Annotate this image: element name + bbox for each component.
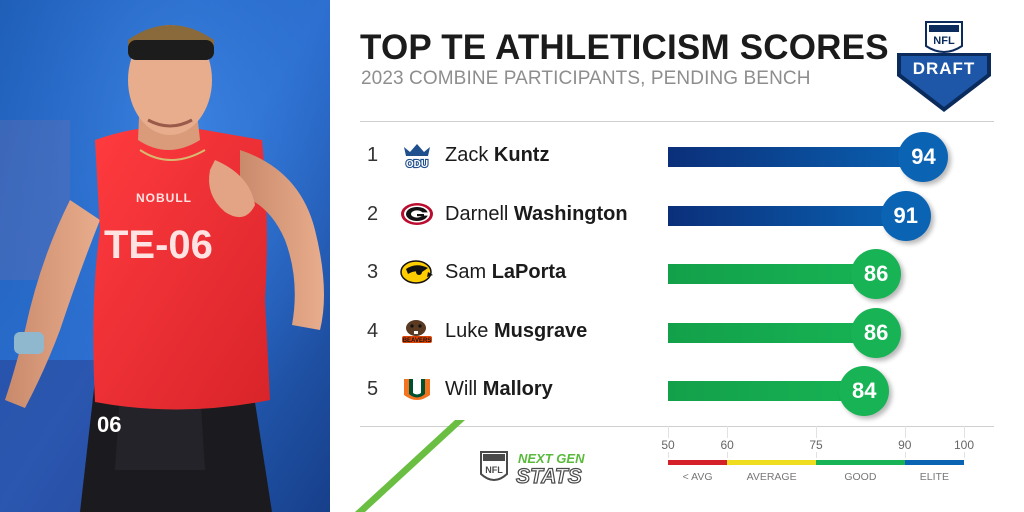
score-bar bbox=[668, 264, 882, 284]
score-row: 1 ODU Zack Kuntz 94 bbox=[360, 130, 994, 182]
player-last-name: Mallory bbox=[482, 378, 553, 400]
score-row: 2 Darnell Washington 91 bbox=[360, 189, 994, 241]
player-name: Darnell Washington bbox=[445, 203, 628, 226]
photo-illustration: NOBULL TE-06 06 bbox=[0, 0, 330, 512]
chart-title: TOP TE ATHLETICISM SCORES bbox=[360, 28, 889, 67]
player-photo: NOBULL TE-06 06 bbox=[0, 0, 330, 512]
player-name: Sam LaPorta bbox=[445, 261, 566, 284]
draft-logo-text: DRAFT bbox=[913, 59, 976, 78]
scale-band-label: < AVG bbox=[682, 471, 713, 483]
accent-stripe bbox=[355, 420, 465, 512]
score-bar bbox=[668, 381, 870, 401]
score-value-label: 94 bbox=[898, 132, 949, 182]
rank-number: 3 bbox=[367, 261, 379, 283]
player-name: Zack Kuntz bbox=[445, 144, 549, 167]
player-last-name: Kuntz bbox=[493, 144, 550, 166]
footer-divider bbox=[360, 426, 994, 427]
rank-number: 5 bbox=[367, 378, 379, 400]
scale-band bbox=[904, 460, 964, 465]
score-value-label: 84 bbox=[839, 366, 890, 416]
scale-band-label: GOOD bbox=[844, 471, 877, 483]
score-value-label: 91 bbox=[880, 190, 931, 241]
next-gen-stats-logo: NFL NEXT GEN STATS bbox=[480, 451, 585, 489]
shorts-number-text: 06 bbox=[97, 412, 121, 437]
odu-monarchs-logo: ODU bbox=[400, 141, 434, 171]
rank-number: 2 bbox=[367, 202, 379, 225]
jersey-number-text: TE-06 bbox=[104, 223, 213, 267]
score-bar bbox=[668, 322, 882, 343]
score-row: 3 Sam LaPorta 86 bbox=[360, 247, 994, 299]
shirt-brand-text: NOBULL bbox=[136, 191, 192, 205]
rank-number: 1 bbox=[367, 144, 379, 166]
player-name: Will Mallory bbox=[445, 378, 553, 401]
player-last-name: LaPorta bbox=[491, 261, 567, 283]
scale-band-label: ELITE bbox=[919, 471, 949, 483]
header-divider bbox=[360, 121, 994, 122]
oregon-state-beavers-logo: BEAVERS bbox=[400, 317, 434, 345]
score-row: 4 BEAVERS Luke Musgrave 86 bbox=[360, 306, 994, 358]
miami-u-logo bbox=[400, 375, 434, 403]
next-gen-text: NEXT GEN bbox=[518, 451, 585, 466]
svg-text:ODU: ODU bbox=[406, 159, 428, 169]
player-name: Luke Musgrave bbox=[445, 320, 587, 343]
player-first-name: Will bbox=[445, 378, 478, 400]
stats-text: STATS bbox=[516, 465, 582, 488]
svg-text:BEAVERS: BEAVERS bbox=[403, 338, 432, 344]
rank-number: 4 bbox=[367, 319, 379, 342]
score-value-label: 86 bbox=[851, 249, 902, 299]
chart-subtitle: 2023 COMBINE PARTICIPANTS, PENDING BENCH bbox=[361, 68, 811, 89]
scale-tick-label: 75 bbox=[807, 438, 825, 452]
player-last-name: Washington bbox=[513, 202, 628, 225]
scale-band-label: AVERAGE bbox=[746, 471, 797, 483]
player-first-name: Darnell bbox=[445, 202, 509, 225]
scale-tick-label: 90 bbox=[896, 438, 914, 452]
scale-tick-label: 50 bbox=[659, 438, 677, 452]
player-first-name: Zack bbox=[445, 144, 489, 166]
ngs-shield-text: NFL bbox=[485, 465, 503, 475]
scale-band bbox=[727, 460, 816, 465]
scale-band bbox=[668, 460, 728, 465]
iowa-hawkeye-logo bbox=[400, 258, 434, 286]
score-row: 5 Will Mallory 84 bbox=[360, 364, 994, 416]
georgia-g-logo bbox=[400, 200, 434, 228]
score-bar bbox=[668, 147, 929, 167]
scale-tick-label: 60 bbox=[718, 438, 736, 452]
scale-band bbox=[816, 460, 905, 465]
score-bar bbox=[668, 205, 911, 226]
draft-logo-shield-text: NFL bbox=[933, 35, 955, 47]
player-first-name: Luke bbox=[445, 319, 489, 342]
player-last-name: Musgrave bbox=[493, 319, 588, 342]
nfl-draft-logo: NFL DRAFT bbox=[897, 21, 991, 112]
score-value-label: 86 bbox=[851, 307, 902, 358]
player-first-name: Sam bbox=[445, 261, 487, 283]
scale-tick-label: 100 bbox=[951, 438, 977, 452]
